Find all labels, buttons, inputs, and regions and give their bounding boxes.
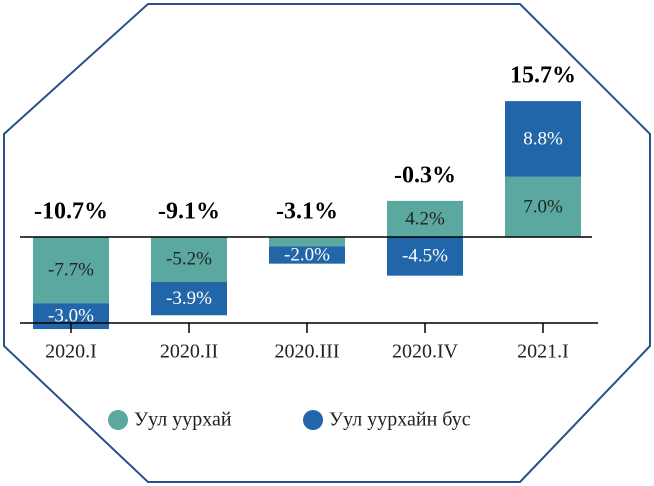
value-label: -5.2% (166, 249, 212, 270)
x-tick-label: 2020.IV (392, 341, 459, 363)
total-label: 15.7% (510, 63, 576, 89)
bar-segment (151, 237, 227, 282)
x-tick-label: 2020.III (275, 341, 340, 363)
legend-label: Уул уурхай (134, 409, 232, 431)
legend-swatch (303, 410, 323, 430)
x-tick-label: 2020.I (45, 341, 97, 363)
bar-segment (33, 237, 109, 304)
bar-segment (505, 176, 581, 237)
x-tick-label: 2021.I (517, 341, 569, 363)
bar-segment (387, 237, 463, 276)
total-label: -0.3% (394, 162, 456, 188)
value-label: -3.0% (48, 305, 94, 326)
value-label: -4.5% (402, 246, 448, 267)
value-label: -2.0% (284, 244, 330, 265)
bar-segment (505, 101, 581, 177)
value-label: 8.8% (523, 128, 563, 149)
total-label: -10.7% (34, 199, 108, 225)
total-label: -3.1% (276, 199, 338, 225)
legend-label: Уул уурхайн бус (329, 409, 471, 431)
bar-segment (269, 246, 345, 264)
total-label: -9.1% (158, 199, 220, 225)
value-label: -7.7% (48, 259, 94, 280)
legend-swatch (108, 410, 128, 430)
bar-segment (387, 200, 463, 237)
value-label: -3.9% (166, 288, 212, 309)
value-label: 4.2% (405, 208, 445, 229)
x-tick-label: 2020.II (160, 341, 218, 363)
bar-segment (269, 237, 345, 247)
bar-segment (151, 281, 227, 316)
value-label: 7.0% (523, 196, 563, 217)
